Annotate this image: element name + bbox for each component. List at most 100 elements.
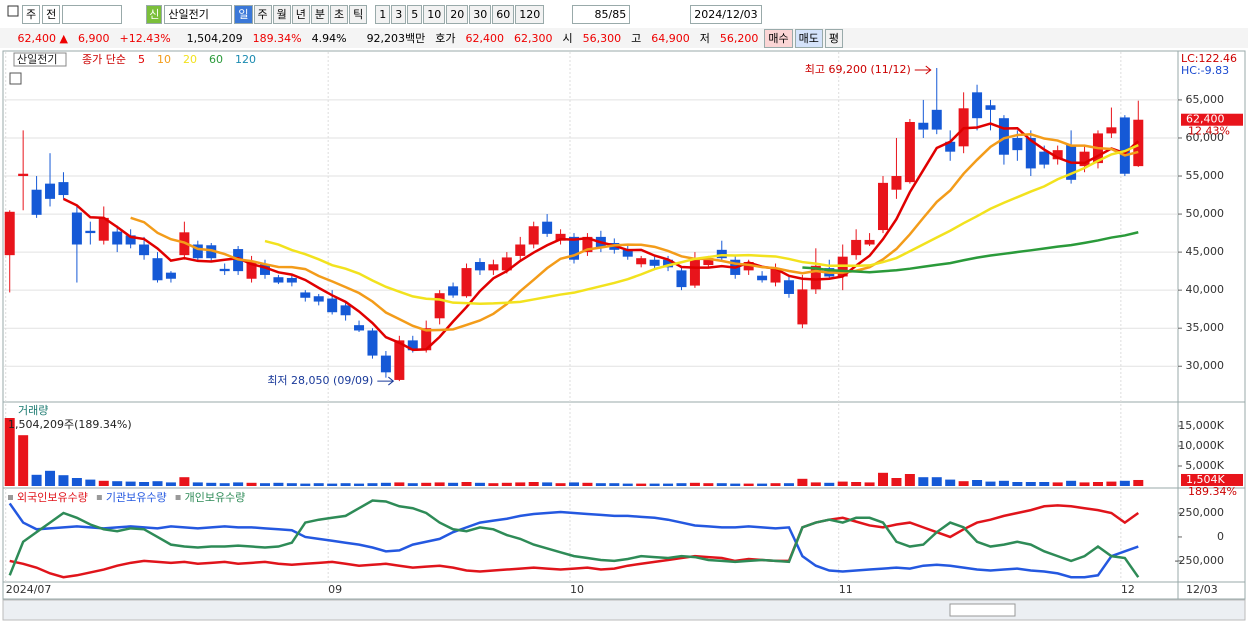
- candle-body: [918, 122, 929, 130]
- period-button[interactable]: 년: [291, 4, 310, 24]
- legend-ma-period: 60: [209, 53, 223, 66]
- period-button[interactable]: 월: [272, 4, 291, 24]
- y-tick-label: 55,000: [1186, 169, 1225, 182]
- volume-bar: [824, 482, 835, 486]
- volume-bar: [327, 483, 338, 486]
- moving-average: [130, 132, 1139, 332]
- volume-bar: [931, 477, 942, 486]
- period-button[interactable]: 초: [330, 4, 349, 24]
- volume-bar: [85, 479, 96, 486]
- candle-body: [1012, 137, 1023, 151]
- volume-bar: [972, 480, 983, 486]
- volume-bar: [407, 483, 418, 486]
- candle-body: [85, 230, 96, 234]
- candle-body: [327, 298, 338, 313]
- sell-button[interactable]: 매도: [794, 28, 823, 48]
- hc-label: HC:-9.83: [1181, 64, 1229, 77]
- candle-body: [31, 189, 42, 215]
- y-tick-label: -250,000: [1175, 554, 1224, 567]
- candle-body: [1133, 119, 1144, 167]
- volume-bar: [864, 482, 875, 486]
- amount: 92,203백만: [366, 32, 426, 45]
- price: 62,400 ▲: [17, 31, 68, 45]
- candle-body: [703, 258, 714, 266]
- interval-button[interactable]: 5: [407, 4, 423, 24]
- candle-body: [636, 258, 647, 265]
- market-select[interactable]: 전: [42, 4, 61, 24]
- interval-button[interactable]: 1: [375, 4, 391, 24]
- buy-button[interactable]: 매수: [764, 28, 793, 48]
- x-tick-label: 10: [570, 583, 584, 596]
- volume-bar: [757, 483, 768, 486]
- candle-body: [18, 173, 29, 177]
- avg-button[interactable]: 평: [824, 28, 844, 48]
- icon[interactable]: [7, 5, 19, 17]
- candle-body: [904, 122, 915, 183]
- interval-buttons: 1 3 5 10 20 30 60 120: [375, 4, 545, 24]
- volume-bar: [555, 483, 566, 486]
- interval-button[interactable]: 3: [391, 4, 407, 24]
- high-label: 고: [631, 32, 642, 45]
- candle-body: [851, 239, 862, 256]
- y-tick-label: 30,000: [1186, 359, 1225, 372]
- moving-average: [264, 143, 1139, 306]
- period-button[interactable]: 주: [253, 4, 272, 24]
- change-pct: +12.43%: [119, 31, 171, 45]
- code-input[interactable]: 062040: [62, 4, 123, 24]
- volume-bar: [837, 481, 848, 486]
- legend-label: 개인보유수량: [185, 491, 246, 504]
- moving-average: [802, 231, 1139, 274]
- candle-body: [45, 183, 56, 199]
- candle-body: [286, 277, 297, 283]
- candle-body: [4, 211, 15, 256]
- volume-bar: [636, 483, 647, 486]
- candle-body: [273, 277, 284, 283]
- scrollbar[interactable]: [2, 599, 1246, 621]
- candle-body: [219, 268, 230, 272]
- icon[interactable]: [9, 72, 22, 85]
- volume-bar: [985, 481, 996, 486]
- candle-body: [300, 292, 311, 298]
- date-field[interactable]: 2024/12/03: [690, 4, 762, 24]
- volume-bar: [649, 483, 660, 486]
- candle-body: [878, 182, 889, 231]
- interval-button[interactable]: 30: [469, 4, 492, 24]
- volume-bar: [958, 481, 969, 486]
- period-button[interactable]: 일: [234, 4, 253, 24]
- volume-pct-label: 189.34%: [1188, 485, 1237, 498]
- candle-body: [528, 226, 539, 245]
- volume-bar: [810, 482, 821, 486]
- volume-bar: [179, 477, 190, 486]
- interval-button[interactable]: 10: [423, 4, 446, 24]
- volume-bar: [434, 482, 445, 486]
- period-button[interactable]: 틱: [349, 4, 368, 24]
- volume-bar: [622, 483, 633, 486]
- mode-select[interactable]: 주: [22, 4, 41, 24]
- interval-button[interactable]: 120: [515, 4, 545, 24]
- volume-bar: [139, 482, 150, 486]
- legend-marker: [8, 495, 13, 500]
- price-marker-label: 62,400: [1186, 113, 1225, 126]
- y-tick-label: 10,000K: [1178, 439, 1224, 452]
- interval-button[interactable]: 20: [446, 4, 469, 24]
- interval-button[interactable]: 60: [492, 4, 515, 24]
- y-tick-label: 50,000: [1186, 207, 1225, 220]
- candle-body: [864, 239, 875, 245]
- scroll-thumb[interactable]: [949, 603, 1016, 617]
- volume-bar: [394, 482, 405, 486]
- period-button[interactable]: 분: [310, 4, 329, 24]
- candle-body: [1079, 151, 1090, 167]
- price-marker: [1181, 113, 1243, 126]
- ask-label: 호가: [435, 32, 456, 45]
- high: 64,900: [651, 31, 690, 45]
- icon[interactable]: 신: [146, 4, 163, 24]
- volume-marker: [1181, 473, 1243, 486]
- annotation-arrow: [914, 65, 932, 75]
- count-field: 85/85: [572, 4, 631, 24]
- volume-bar: [18, 435, 29, 486]
- x-tick-label: 12/03: [1186, 583, 1218, 596]
- low-label: 저: [699, 32, 710, 45]
- candle-body: [1025, 137, 1036, 169]
- volume-bar: [31, 474, 42, 486]
